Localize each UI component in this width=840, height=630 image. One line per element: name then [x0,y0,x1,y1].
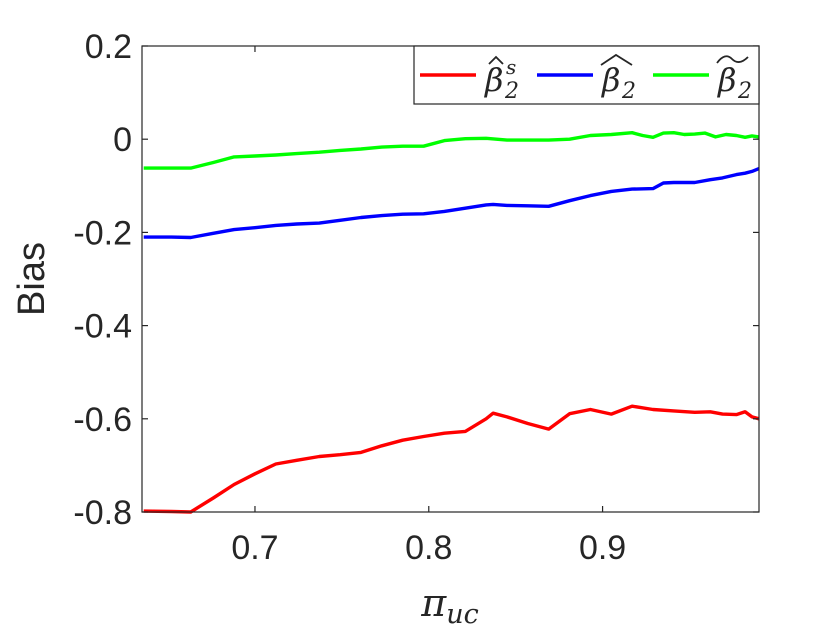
legend-label-1: β 2s [484,55,519,104]
x-tick-label: 0.8 [405,529,452,567]
plot-area [142,46,759,512]
tick-labels: 0.2 0 -0.2 -0.4 -0.6 -0.8 0.7 0.8 0.9 [73,28,626,567]
x-tick-label: 0.7 [231,529,278,567]
series-line-2 [143,167,760,240]
series-line-1 [143,404,760,514]
legend-symbol: β [484,61,504,99]
legend-accent [488,55,504,65]
x-axis-label-subscript: uc [446,599,479,630]
y-tick-label: 0 [113,121,132,159]
y-tick-label: 0.2 [85,28,132,66]
x-tick-label: 0.9 [579,529,626,567]
legend-accent [600,53,633,66]
y-tick-label: -0.8 [73,494,132,532]
x-axis-label: πuc [420,581,479,630]
legend-subscript: 2 [504,79,519,104]
x-axis-label-symbol: π [420,581,447,625]
y-axis-label: Bias [11,242,53,316]
legend-symbol: β [717,61,737,99]
y-tick-label: -0.4 [73,308,132,346]
legend-items: β 2s β 2 β 2 [420,53,752,104]
legend-symbol: β [601,61,621,99]
series-layer [143,130,760,514]
y-tick-label: -0.2 [73,214,132,252]
y-tick-label: -0.6 [73,401,132,439]
legend-accent [716,55,749,64]
legend-subscript: 2 [621,79,636,104]
legend: β 2s β 2 β 2 [413,45,760,105]
series-line-3 [143,130,760,170]
legend-subscript: 2 [737,79,752,104]
legend-superscript: s [506,55,516,79]
